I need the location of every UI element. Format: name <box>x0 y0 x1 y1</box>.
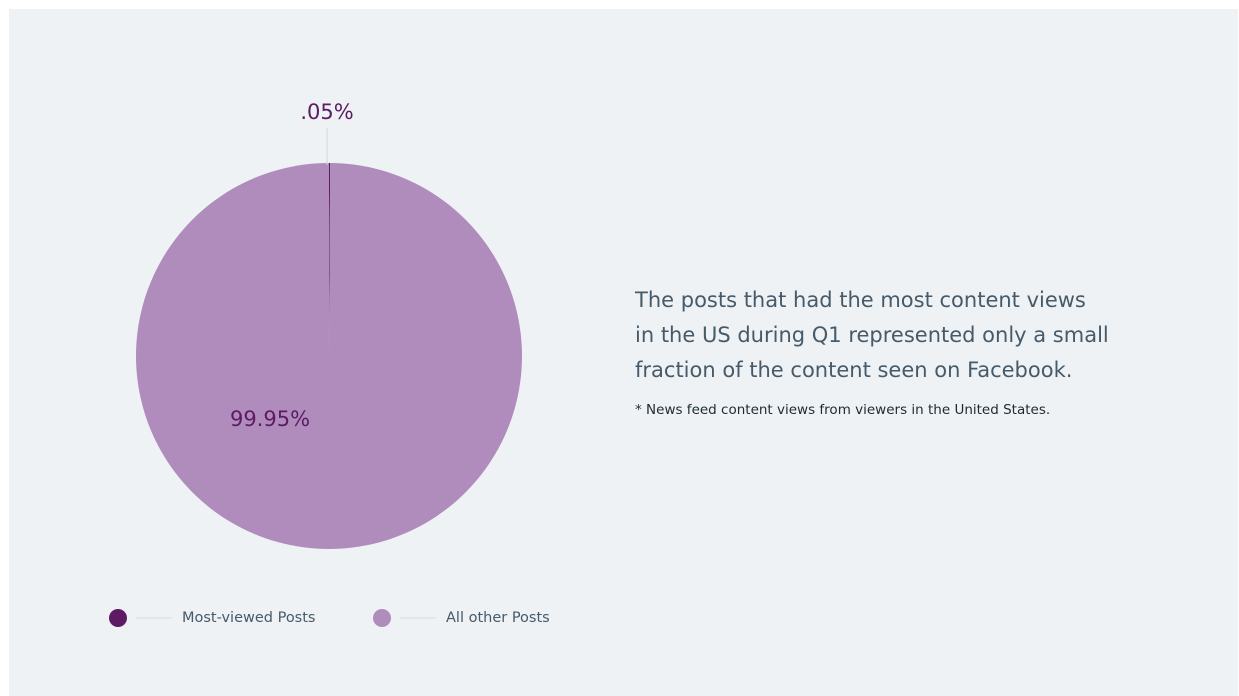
legend-item-all-other: All other Posts <box>373 609 550 627</box>
legend-swatch-most-viewed <box>109 609 127 627</box>
callout-footnote: * News feed content views from viewers i… <box>635 402 1051 418</box>
callout-headline: The posts that had the most content view… <box>635 288 1109 382</box>
pie-slice-all-other-posts <box>135 162 522 549</box>
slice-label-all-other: 99.95% <box>230 407 310 431</box>
legend-swatch-all-other <box>373 609 391 627</box>
legend-item-most-viewed: Most-viewed Posts <box>109 609 315 627</box>
pie-slices <box>135 162 522 549</box>
legend-label-all-other: All other Posts <box>446 610 550 626</box>
callout: The posts that had the most content view… <box>635 283 1155 418</box>
pie-slice-most-viewed-posts <box>329 163 331 356</box>
slice-label-most-viewed: .05% <box>300 100 353 124</box>
legend: Most-viewed Posts All other Posts <box>109 609 550 627</box>
legend-label-most-viewed: Most-viewed Posts <box>182 610 315 626</box>
